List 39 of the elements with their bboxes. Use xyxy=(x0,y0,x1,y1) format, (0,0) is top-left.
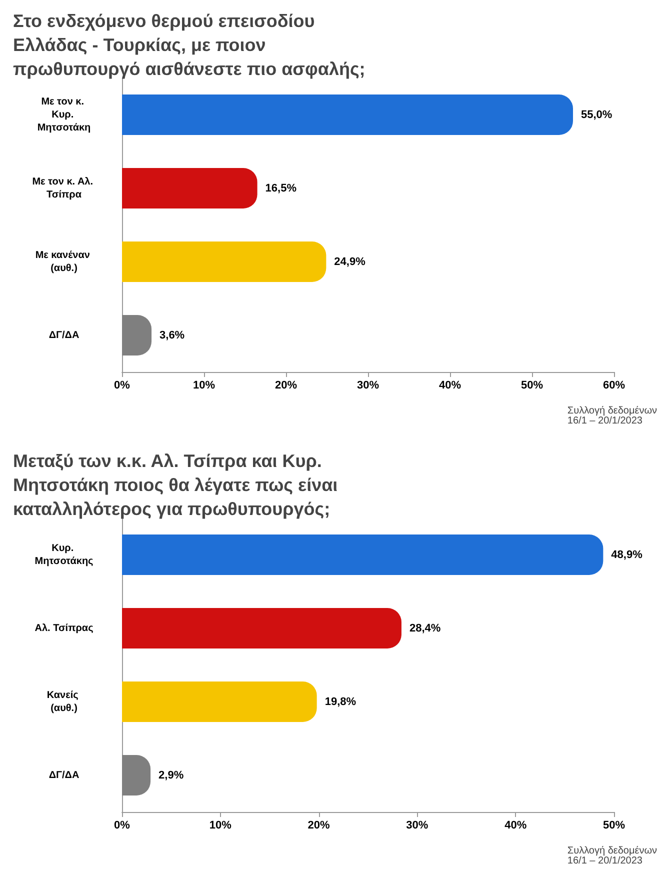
y-tick-label: Με τον κ. Κυρ. Μητσοτάκη xyxy=(37,96,91,134)
y-tick-label: ΔΓ/ΔΑ xyxy=(48,770,80,781)
text: Συλλογή δεδομένων 16/1 – 20/1/2023 xyxy=(567,846,658,866)
data-label: 19,8% xyxy=(324,696,356,708)
bar xyxy=(122,168,258,208)
bar xyxy=(122,94,573,135)
y-tick-label: Με κανέναν (αυθ.) xyxy=(35,250,93,274)
bar xyxy=(122,608,402,648)
bar xyxy=(122,534,604,575)
data-label: 16,5% xyxy=(265,182,297,194)
text: Συλλογή δεδομένων 16/1 – 20/1/2023 xyxy=(567,406,658,426)
x-tick-label: 0% xyxy=(114,820,130,832)
x-tick-label: 0% xyxy=(114,380,130,392)
bar xyxy=(122,242,326,282)
data-label: 3,6% xyxy=(160,329,185,342)
x-tick-label: 60% xyxy=(602,380,626,392)
data-label: 55,0% xyxy=(581,108,612,121)
x-tick-label: 50% xyxy=(602,820,626,832)
x-tick-label: 10% xyxy=(209,820,232,832)
x-tick-label: 30% xyxy=(356,380,380,392)
chart-title: Στο ενδεχόμενο θερμού επεισοδίου Ελλάδας - Τουρκίας, με ποιον πρωθυπουργό αισθάνεστε πιο ασφαλής; xyxy=(13,11,366,79)
data-label: 48,9% xyxy=(611,548,643,561)
x-tick-label: 10% xyxy=(192,380,216,392)
data-label: 28,4% xyxy=(409,622,441,634)
x-tick-label: 40% xyxy=(504,820,527,832)
x-tick-label: 20% xyxy=(308,820,330,832)
chart-title: Μεταξύ των κ.κ. Αλ. Τσίπρα και Κυρ. Μητσοτάκη ποιος θα λέγατε πως είναι καταλληλότερος για πρωθυπουργός; xyxy=(13,451,343,519)
y-tick-label: Με τον κ. Αλ. Τσίπρα xyxy=(32,176,96,200)
x-tick-label: 20% xyxy=(274,380,298,392)
data-label: 24,9% xyxy=(334,256,366,268)
y-tick-label: Αλ. Τσίπρας xyxy=(34,622,94,634)
x-tick-label: 40% xyxy=(438,380,462,392)
bar xyxy=(122,682,317,722)
data-label: 2,9% xyxy=(158,769,184,782)
x-tick-label: 50% xyxy=(520,380,544,392)
x-tick-label: 30% xyxy=(406,820,428,832)
y-tick-label: Κυρ. Μητσοτάκης xyxy=(34,542,94,567)
y-tick-label: ΔΓ/ΔΑ xyxy=(48,330,80,341)
y-tick-label: Κανείς (αυθ.) xyxy=(46,690,82,714)
